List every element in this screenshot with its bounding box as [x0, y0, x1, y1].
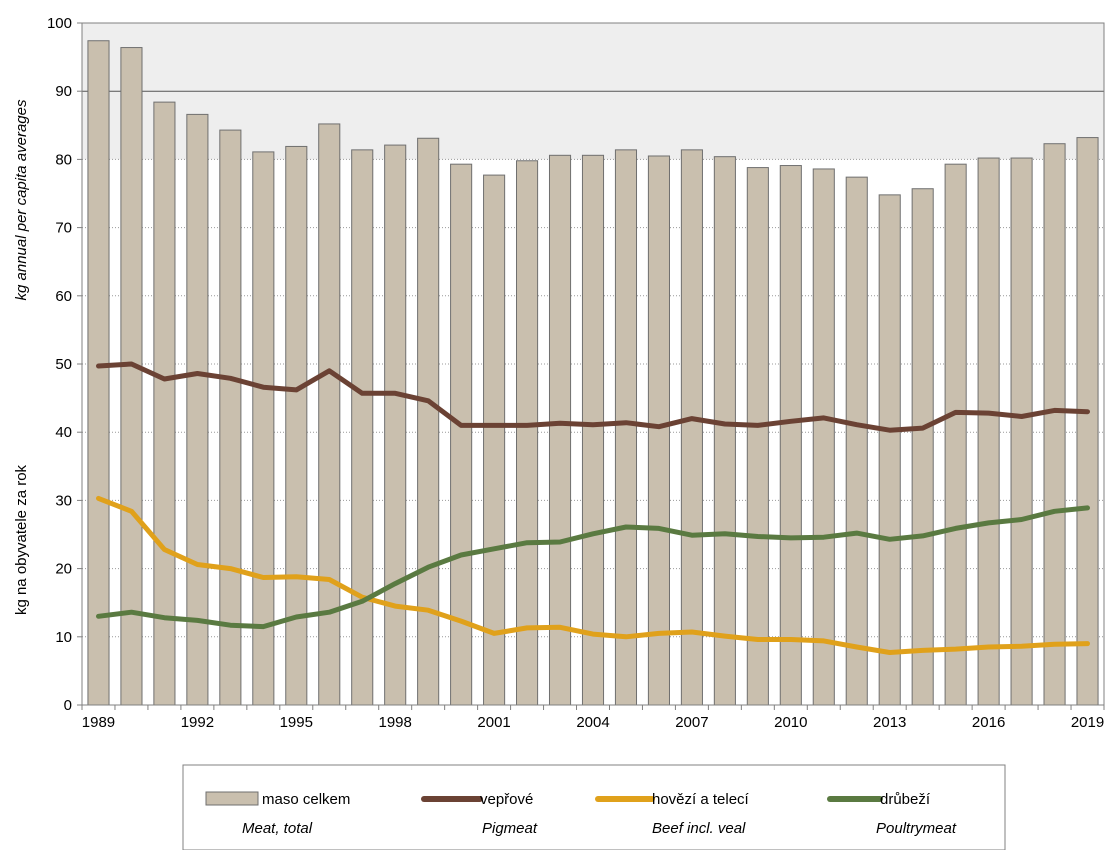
- x-tick-label: 2007: [675, 714, 708, 731]
- line-poultry: [96, 505, 1090, 630]
- bar-meat-total-2005: [614, 149, 638, 706]
- legend-sublabel-beef: Beef incl. veal: [652, 820, 746, 837]
- y-tick-label: 70: [55, 220, 72, 237]
- bar-meat-total-2013: [878, 194, 901, 706]
- legend-sublabel-pigmeat: Pigmeat: [482, 820, 538, 837]
- series-lines: [96, 361, 1090, 655]
- legend-sublabel-poultry: Poultrymeat: [876, 820, 957, 837]
- x-tick-label: 2016: [972, 714, 1005, 731]
- legend-swatch-meat-total: [205, 791, 259, 806]
- y-tick-label: 50: [55, 356, 72, 373]
- bar-meat-total-1996: [318, 123, 341, 706]
- legend-item-pigmeat: vepřové Pigmeat: [421, 791, 538, 837]
- x-tick-label: 2010: [774, 714, 807, 731]
- bar-meat-total-2006: [647, 155, 670, 706]
- y-axis-title-en: kg annual per capita averages: [13, 99, 30, 300]
- bar-meat-total-2011: [812, 168, 835, 706]
- legend: maso celkem Meat, total vepřové Pigmeat …: [182, 764, 1006, 850]
- bar-meat-total-2017: [1010, 157, 1033, 706]
- bar-meat-total-2007: [680, 149, 703, 706]
- y-axis-ticks: 0 10 20 30 40 50 60 70 80 90 100: [47, 15, 82, 714]
- bar-meat-total-1998: [384, 144, 407, 706]
- legend-label-poultry: drůbeží: [880, 791, 931, 808]
- bar-meat-total-2014: [911, 188, 934, 706]
- x-tick-label: 2001: [477, 714, 510, 731]
- legend-label-beef: hovězí a telecí: [652, 791, 750, 808]
- bar-meat-total-2003: [548, 154, 572, 706]
- x-tick-label: 2013: [873, 714, 906, 731]
- legend-item-meat-total: maso celkem Meat, total: [205, 791, 350, 837]
- bar-meat-total-2004: [581, 154, 605, 706]
- x-tick-label: 1992: [181, 714, 214, 731]
- y-tick-label: 0: [64, 697, 72, 714]
- y-tick-label: 90: [55, 83, 72, 100]
- line-pigmeat: [96, 361, 1090, 433]
- x-tick-label: 2019: [1071, 714, 1104, 731]
- line-beef: [96, 495, 1090, 655]
- bar-meat-total-2010: [779, 165, 802, 706]
- bar-meat-total-2002: [516, 160, 539, 706]
- bar-meat-total-1990: [120, 47, 143, 706]
- y-tick-label: 80: [55, 151, 72, 168]
- y-tick-label: 100: [47, 15, 72, 32]
- bar-meat-total-2001: [483, 174, 506, 706]
- x-tick-label: 1998: [379, 714, 412, 731]
- legend-label-pigmeat: vepřové: [480, 791, 533, 808]
- bars-meat-total: [87, 40, 1099, 706]
- x-tick-label: 1995: [280, 714, 313, 731]
- legend-box: [182, 764, 1006, 850]
- y-tick-label: 40: [55, 424, 72, 441]
- x-axis-ticks: 1989 1992 1995 1998 2001 2004 2007 2010 2013 2016…: [81, 705, 1105, 731]
- bar-meat-total-2016: [977, 157, 1000, 706]
- x-tick-label: 1989: [82, 714, 115, 731]
- bar-meat-total-2018: [1043, 143, 1066, 706]
- bar-meat-total-1999: [417, 137, 440, 706]
- bar-meat-total-1989: [87, 40, 110, 706]
- bar-meat-total-2012: [845, 176, 868, 706]
- bar-meat-total-2019: [1076, 137, 1099, 706]
- bar-meat-total-1992: [186, 113, 209, 706]
- y-tick-label: 10: [55, 629, 72, 646]
- bar-meat-total-2015: [944, 163, 967, 706]
- bar-meat-total-1997: [351, 149, 374, 706]
- legend-item-poultry: drůbeží Poultrymeat: [827, 791, 957, 837]
- legend-sublabel-meat-total: Meat, total: [242, 820, 313, 837]
- bar-meat-total-2008: [713, 156, 736, 706]
- legend-label-meat-total: maso celkem: [262, 791, 350, 808]
- legend-item-beef: hovězí a telecí Beef incl. veal: [595, 791, 750, 837]
- y-tick-label: 30: [55, 492, 72, 509]
- y-tick-label: 60: [55, 288, 72, 305]
- y-tick-label: 20: [55, 561, 72, 578]
- bar-meat-total-1993: [219, 129, 242, 706]
- y-axis-title-cz: kg na obyvatele za rok: [13, 464, 30, 615]
- x-tick-label: 2004: [576, 714, 609, 731]
- bar-meat-total-2009: [746, 167, 769, 706]
